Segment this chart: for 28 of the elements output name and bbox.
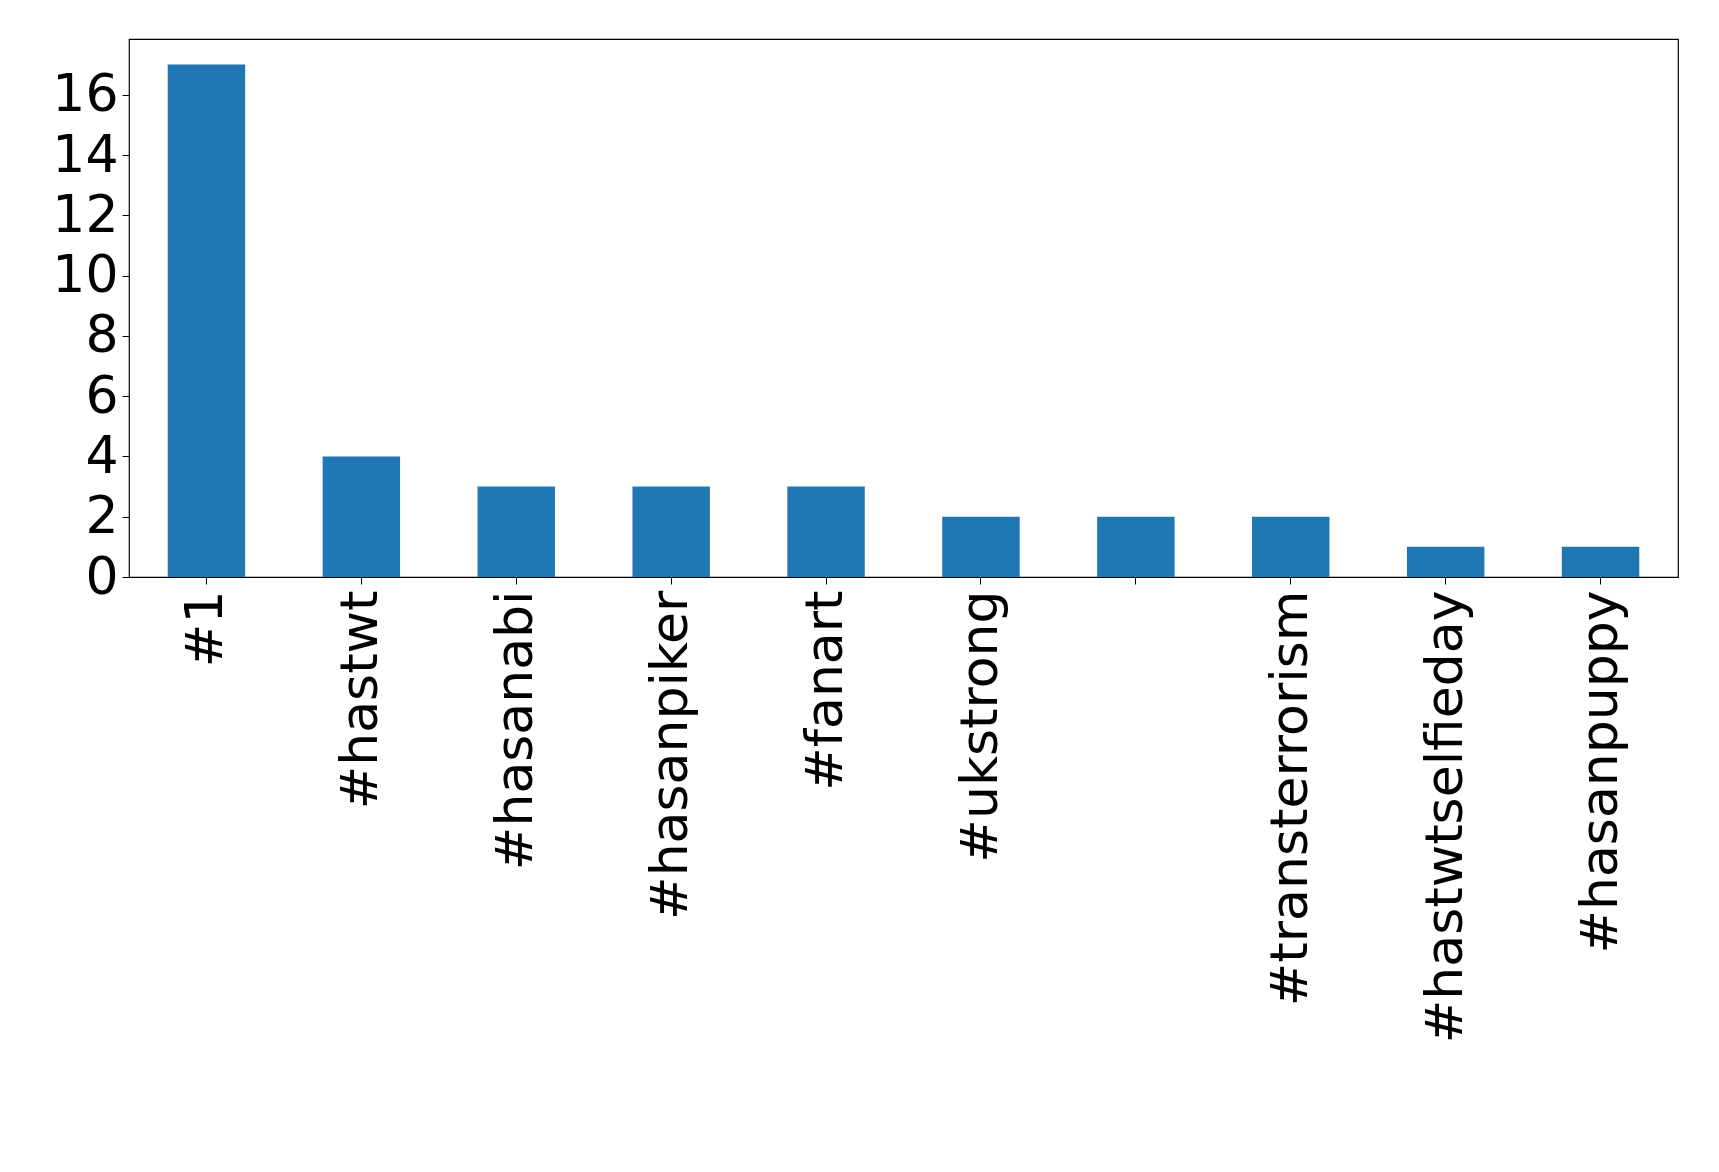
- x-tick-label: #ukstrong: [948, 590, 1009, 863]
- x-tick-label: #hasanpiker: [639, 589, 700, 920]
- x-tick-label: #hastwtselfieday: [1413, 590, 1474, 1044]
- y-tick-label: 8: [85, 304, 119, 365]
- bar: [1097, 516, 1175, 577]
- bar: [632, 486, 710, 577]
- bar: [787, 486, 865, 577]
- y-tick-label: 10: [52, 244, 119, 305]
- y-tick-label: 2: [85, 485, 119, 546]
- bar: [322, 456, 401, 577]
- y-tick-label: 4: [85, 424, 119, 485]
- y-tick-label: 12: [52, 183, 119, 244]
- x-tick-label: #hastwt: [329, 590, 390, 810]
- y-tick-label: 14: [52, 123, 119, 184]
- x-tick-label: #transterrorism: [1258, 590, 1319, 1007]
- bar: [1406, 546, 1485, 577]
- y-tick-label: 0: [85, 545, 119, 606]
- bar: [1561, 546, 1640, 577]
- bar: [1252, 516, 1330, 577]
- bar: [477, 486, 555, 577]
- x-tick-label: #fanart: [794, 590, 855, 791]
- bar: [942, 516, 1020, 577]
- x-tick-label: #hasanabi: [484, 590, 545, 871]
- x-tick-label: #1: [174, 590, 235, 668]
- y-tick-label: 16: [52, 63, 119, 124]
- x-tick-label: #hasanpuppy: [1568, 590, 1629, 954]
- y-tick-label: 6: [85, 364, 119, 425]
- bar: [167, 64, 246, 577]
